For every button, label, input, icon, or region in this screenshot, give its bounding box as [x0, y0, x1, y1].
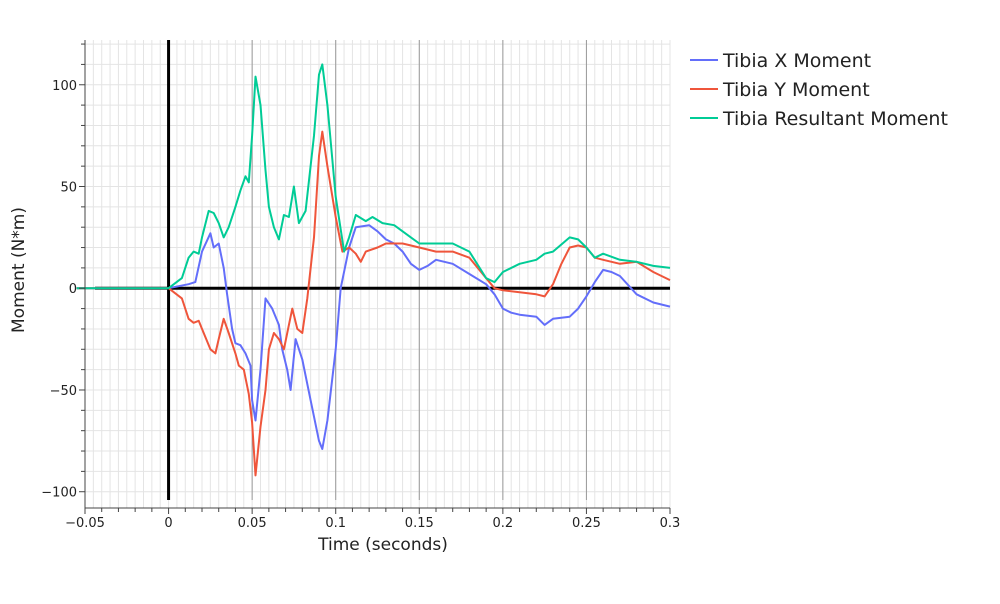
x-tick-label: 0.05 [238, 516, 267, 531]
x-tick-label: 0.3 [660, 516, 681, 531]
y-tick-label: −100 [41, 486, 77, 501]
y-tick-label: 100 [52, 79, 77, 94]
series-line-3 [76, 63, 671, 290]
y-tick-label: 0 [69, 282, 77, 297]
y-tick-labels: −100 −50 0 50 100 [41, 79, 77, 501]
y-axis-title: Moment (N*m) [9, 207, 29, 333]
series-lines [76, 63, 671, 477]
x-tick-label: 0 [164, 516, 172, 531]
series-line-2 [76, 130, 671, 477]
x-axis-title: Time (seconds) [317, 535, 448, 555]
x-tick-label: 0.25 [572, 516, 601, 531]
legend-label-1: Tibia X Moment [722, 50, 871, 72]
legend-label-3: Tibia Resultant Moment [722, 108, 948, 130]
zero-lines [95, 40, 670, 500]
series-line-1 [76, 224, 671, 450]
legend: Tibia X Moment Tibia Y Moment Tibia Result… [690, 50, 948, 130]
x-tick-label: 0.15 [405, 516, 434, 531]
legend-label-2: Tibia Y Moment [722, 79, 870, 101]
x-tick-labels: −0.05 0 0.05 0.1 0.15 0.2 0.25 0.3 [65, 516, 680, 531]
x-tick-label: 0.2 [493, 516, 514, 531]
x-tick-label: −0.05 [65, 516, 105, 531]
axes [79, 40, 671, 514]
x-tick-label: 0.1 [325, 516, 346, 531]
y-tick-label: −50 [50, 384, 77, 399]
y-tick-label: 50 [60, 181, 77, 196]
grid [84, 40, 671, 508]
